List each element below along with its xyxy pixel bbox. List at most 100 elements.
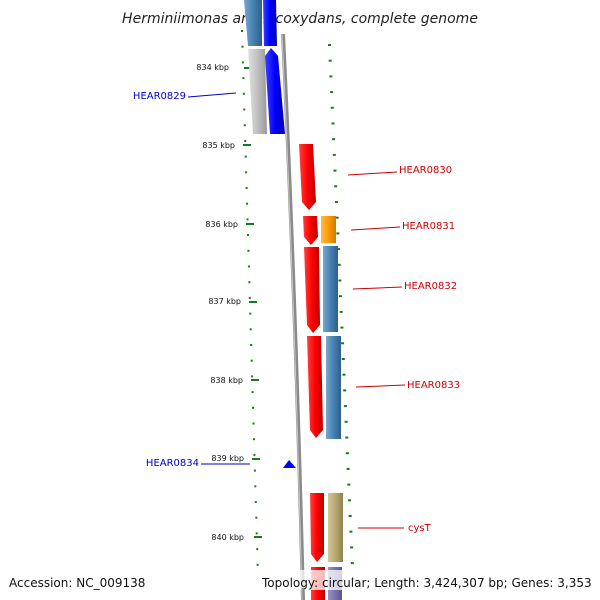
tick-dot: [244, 139, 247, 142]
tick-dot: [345, 436, 349, 439]
cds-reverse-top[interactable]: [263, 0, 277, 46]
tick-dot: [336, 232, 340, 235]
cds-hear0829[interactable]: [265, 48, 285, 134]
tick-dot: [251, 391, 254, 394]
tick-dot: [330, 106, 334, 109]
tick-dot: [253, 453, 256, 456]
gene-labels: HEAR0829 HEAR0830 HEAR0831 HEAR0832 HEAR…: [133, 91, 460, 534]
tick-dot: [251, 375, 254, 378]
accession-text: Accession: NC_009138: [9, 576, 145, 590]
tick-dot: [342, 373, 346, 376]
kbp-label: 836 kbp: [205, 220, 238, 229]
gene-label-hear0833[interactable]: HEAR0833: [407, 380, 460, 391]
cog-block-orange[interactable]: [321, 216, 336, 243]
tick-dot: [346, 467, 350, 470]
gene-label-hear0829[interactable]: HEAR0829: [133, 91, 186, 102]
genome-backbone-highlight: [281, 33, 303, 600]
tick-dot: [252, 406, 254, 409]
tick-dot: [247, 265, 250, 268]
cog-block-khaki[interactable]: [328, 493, 343, 562]
tick-dot: [254, 501, 257, 503]
tick-dot: [328, 59, 332, 62]
tick-dot: [339, 295, 342, 298]
tick-dot: [254, 485, 257, 488]
tick-dot: [256, 548, 259, 551]
cds-hear0833[interactable]: [307, 336, 323, 438]
tick-dot: [242, 92, 245, 95]
tick-dot: [332, 138, 336, 141]
gene-label-hear0831[interactable]: HEAR0831: [402, 221, 455, 232]
footer-background: [255, 570, 600, 590]
genome-backbone: [281, 33, 305, 600]
cds-hear0832[interactable]: [304, 247, 320, 333]
cog-block-steelblue[interactable]: [326, 336, 341, 439]
tick-dot: [255, 532, 258, 535]
tick-dot: [339, 310, 343, 313]
tick-dot: [329, 75, 333, 78]
cog-track: [321, 216, 343, 600]
tick-dot: [246, 218, 249, 221]
tick-dot: [241, 45, 244, 48]
tick-dot: [337, 248, 340, 251]
cog-block-steelblue-top[interactable]: [244, 0, 262, 46]
tick-dot: [340, 326, 344, 329]
tick-dot: [333, 169, 337, 172]
tick-dot: [246, 202, 249, 205]
tick-dot: [338, 279, 342, 282]
tick-dot: [241, 30, 243, 32]
tick-dot: [341, 342, 345, 345]
tick-dot: [343, 405, 347, 408]
tick-dot: [255, 516, 258, 519]
cds-hear0834[interactable]: [283, 460, 296, 468]
cds-cyst[interactable]: [310, 493, 324, 562]
tick-dot: [248, 296, 251, 299]
left-tick-column: [241, 30, 259, 566]
tick-dot: [345, 452, 349, 455]
tick-dot: [250, 359, 253, 362]
gene-label-cyst[interactable]: cysT: [408, 523, 432, 534]
tick-dot: [334, 185, 338, 188]
cds-hear0830[interactable]: [299, 144, 316, 210]
tick-dot: [349, 530, 353, 533]
kbp-label: 834 kbp: [196, 63, 229, 72]
tick-dot: [331, 122, 335, 125]
tick-dot: [242, 77, 245, 80]
tick-dot: [334, 201, 338, 203]
gene-label-hear0830[interactable]: HEAR0830: [399, 165, 452, 176]
gene-label-hear0832[interactable]: HEAR0832: [404, 281, 457, 292]
tick-dot: [247, 234, 249, 237]
tick-dot: [252, 422, 255, 425]
kbp-label: 840 kbp: [211, 533, 244, 542]
tick-dot: [343, 389, 347, 392]
cog-block-gray-hear0829[interactable]: [248, 49, 267, 134]
tick-dot: [245, 171, 248, 174]
cog-block-steelblue[interactable]: [323, 246, 338, 332]
tick-dot: [253, 438, 255, 441]
gene-label-hear0834[interactable]: HEAR0834: [146, 458, 199, 469]
tick-dot: [328, 44, 331, 46]
kbp-label: 839 kbp: [211, 454, 244, 463]
map-title: Herminiimonas arsenicoxydans, complete g…: [122, 11, 478, 27]
kbp-scale: 834 kbp 835 kbp 836 kbp 837 kbp 838 kbp …: [196, 63, 262, 542]
tick-dot: [250, 344, 253, 346]
tick-dot: [248, 281, 251, 284]
tick-dot: [348, 499, 351, 502]
reverse-strand-features: [244, 0, 296, 468]
tick-dot: [341, 358, 345, 360]
tick-dot: [249, 328, 252, 331]
tick-dot: [350, 546, 354, 549]
tick-dot: [253, 469, 256, 472]
kbp-label: 835 kbp: [202, 141, 235, 150]
topology-text: Topology: circular; Length: 3,424,307 bp…: [261, 576, 592, 590]
tick-dot: [337, 263, 341, 266]
kbp-label: 838 kbp: [210, 376, 243, 385]
tick-dot: [245, 187, 248, 189]
tick-dot: [350, 562, 354, 565]
tick-dot: [335, 216, 339, 219]
cds-hear0831[interactable]: [303, 216, 318, 245]
tick-dot: [332, 153, 336, 156]
tick-dot: [241, 61, 244, 64]
tick-dot: [347, 483, 351, 486]
tick-dot: [330, 91, 334, 94]
